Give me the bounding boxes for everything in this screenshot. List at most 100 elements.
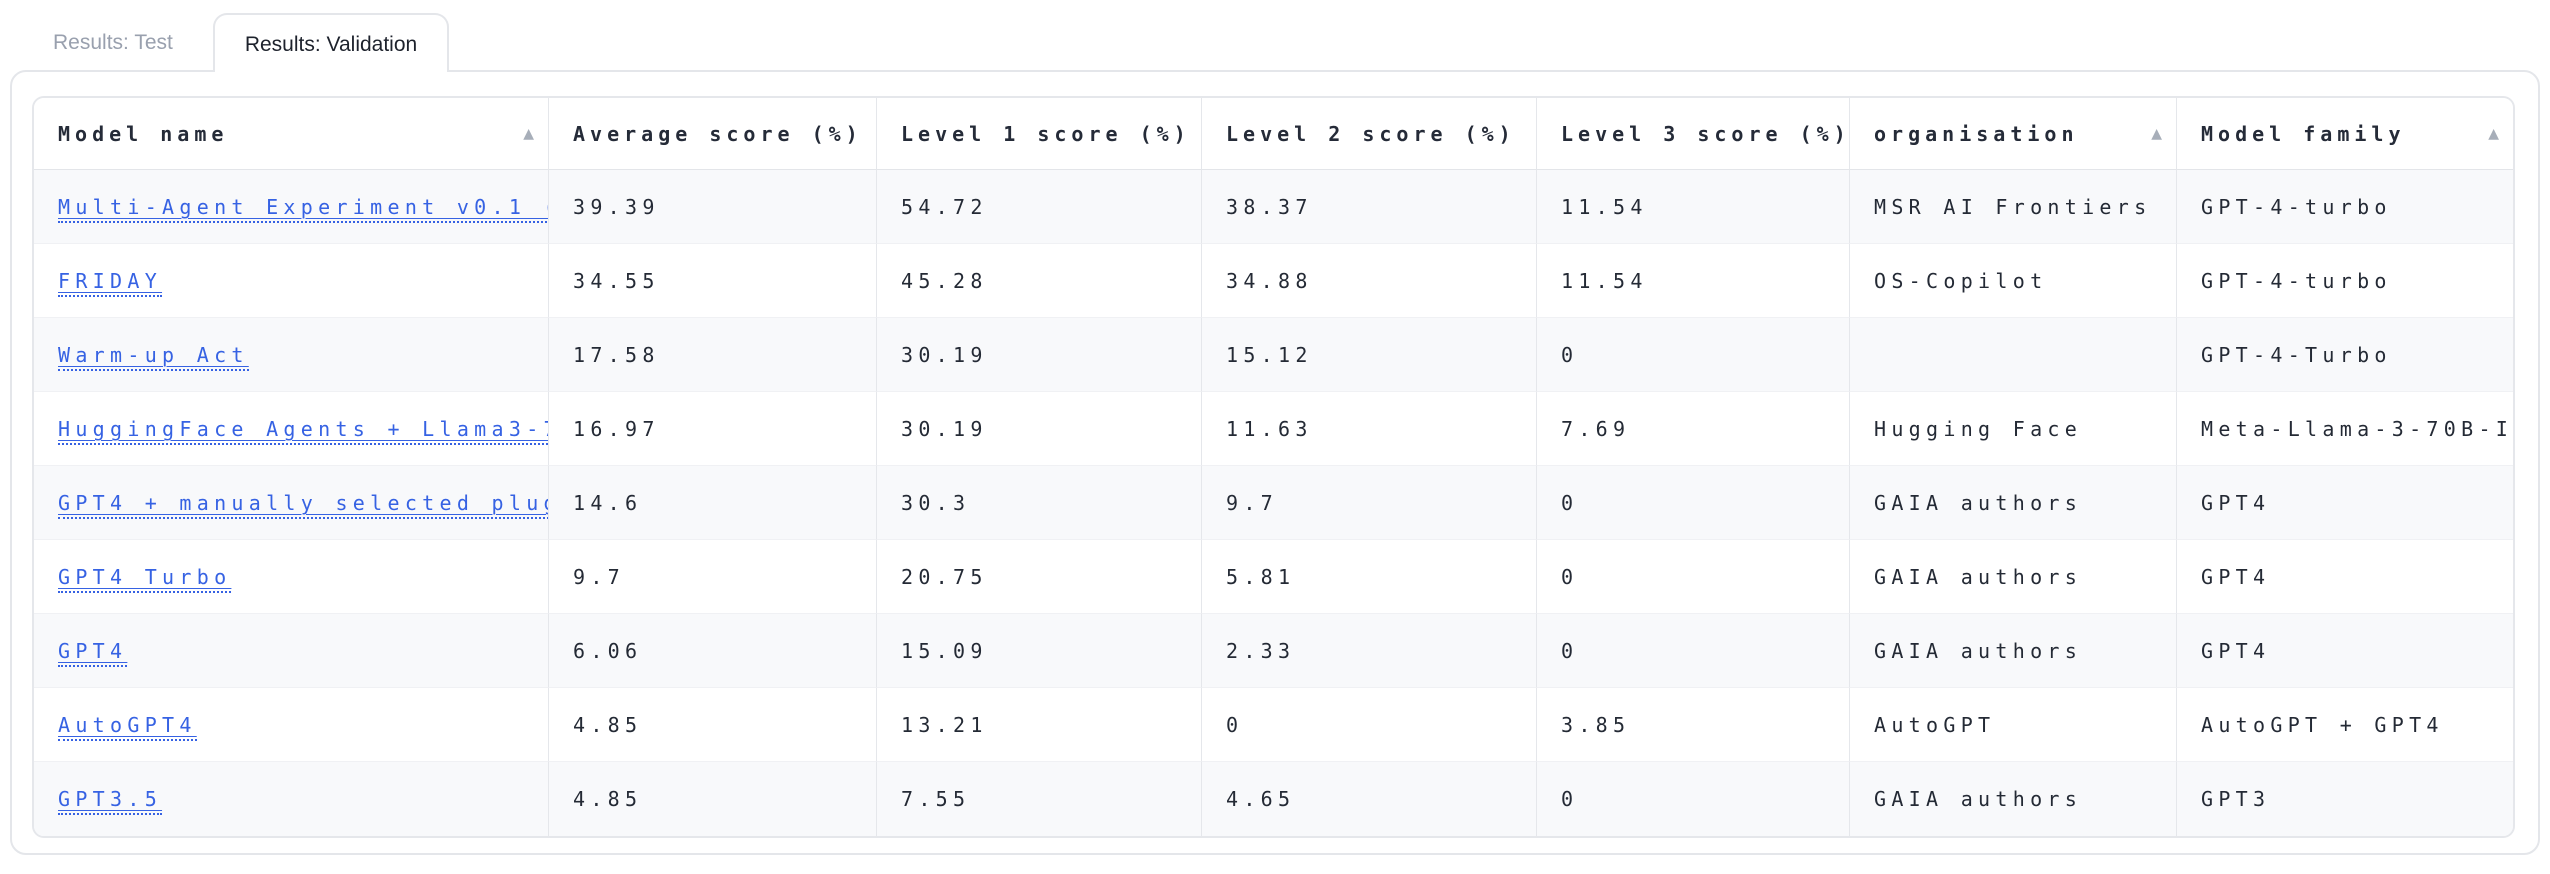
header-row: Model name ▲ Average score (%) Level 1 sc… <box>34 98 2513 170</box>
column-header-organisation[interactable]: organisation ▲ <box>1850 98 2177 170</box>
table-body: Multi-Agent Experiment v0.1 (public) 39.… <box>34 170 2513 836</box>
cell-model-family: GPT3 <box>2201 787 2271 811</box>
cell-average-score: 4.85 <box>549 688 877 762</box>
cell-organisation: AutoGPT <box>1850 688 2177 762</box>
cell-organisation: MSR AI Frontiers <box>1850 170 2177 244</box>
cell-level1-score: 45.28 <box>877 244 1202 318</box>
sort-ascending-icon[interactable]: ▲ <box>523 125 534 142</box>
cell-model-name: GPT4 Turbo <box>34 540 549 614</box>
cell-model-family: GPT-4-turbo <box>2177 244 2513 318</box>
column-label: Level 1 score (%) <box>901 121 1191 146</box>
table-row: AutoGPT4 4.85 13.21 0 3.85 AutoGPT AutoG… <box>34 688 2513 762</box>
cell-level3-score: 11.54 <box>1537 244 1850 318</box>
cell-level2-score: 15.12 <box>1202 318 1537 392</box>
model-link[interactable]: HuggingFace Agents + Llama3-70B <box>58 416 548 445</box>
column-header-level3-score[interactable]: Level 3 score (%) <box>1537 98 1850 170</box>
cell-organisation <box>1850 318 2177 392</box>
cell-average-score: 9.7 <box>549 540 877 614</box>
cell-level3-score: 7.69 <box>1537 392 1850 466</box>
cell-level1-score: 20.75 <box>877 540 1202 614</box>
sort-ascending-icon[interactable]: ▲ <box>2151 125 2162 142</box>
cell-level3-score: 0 <box>1537 540 1850 614</box>
cell-model-family: AutoGPT + GPT4 <box>2177 688 2513 762</box>
cell-level3-score: 0 <box>1537 318 1850 392</box>
table-row: HuggingFace Agents + Llama3-70B 16.97 30… <box>34 392 2513 466</box>
cell-model-name: GPT4 + manually selected plugins <box>34 466 549 540</box>
cell-model-name: GPT4 <box>34 614 549 688</box>
model-link[interactable]: GPT4 Turbo <box>58 564 232 593</box>
cell-organisation: GAIA authors <box>1850 762 2177 836</box>
column-label: Model family <box>2201 121 2406 146</box>
results-panel: Model name ▲ Average score (%) Level 1 sc… <box>10 70 2540 855</box>
cell-average-score: 14.6 <box>549 466 877 540</box>
cell-model-family: GPT-4-turbo <box>2177 170 2513 244</box>
model-link[interactable]: FRIDAY <box>58 268 163 297</box>
table-row: GPT4 + manually selected plugins 14.6 30… <box>34 466 2513 540</box>
model-link[interactable]: Multi-Agent Experiment v0.1 (public) <box>58 194 548 223</box>
cell-level1-score: 13.21 <box>877 688 1202 762</box>
cell-model-name: Multi-Agent Experiment v0.1 (public) <box>34 170 549 244</box>
leaderboard-table-container: Model name ▲ Average score (%) Level 1 sc… <box>32 96 2515 838</box>
cell-model-family: GPT-4-Turbo <box>2177 318 2513 392</box>
tab-results-validation[interactable]: Results: Validation <box>212 13 450 72</box>
leaderboard-table: Model name ▲ Average score (%) Level 1 sc… <box>34 98 2513 836</box>
cell-level1-score: 30.19 <box>877 392 1202 466</box>
tab-bar: Results: Test Results: Validation <box>10 13 450 72</box>
column-label: Model name <box>58 121 229 146</box>
cell-model-family: GPT4 <box>2177 466 2513 540</box>
cell-level3-score: 0 <box>1537 614 1850 688</box>
cell-organisation: GAIA authors <box>1850 540 2177 614</box>
cell-average-score: 17.58 <box>549 318 877 392</box>
cell-level1-score: 30.19 <box>877 318 1202 392</box>
column-header-level1-score[interactable]: Level 1 score (%) <box>877 98 1202 170</box>
cell-organisation: GAIA authors <box>1850 614 2177 688</box>
cell-model-name: HuggingFace Agents + Llama3-70B <box>34 392 549 466</box>
cell-level2-score: 9.7 <box>1202 466 1537 540</box>
cell-level3-score: 11.54 <box>1537 170 1850 244</box>
table-row: GPT4 6.06 15.09 2.33 0 GAIA authors GPT4 <box>34 614 2513 688</box>
cell-level3-score: 0 <box>1537 466 1850 540</box>
cell-organisation: Hugging Face <box>1850 392 2177 466</box>
cell-level2-score: 5.81 <box>1202 540 1537 614</box>
cell-model-name: Warm-up Act <box>34 318 549 392</box>
column-label: organisation <box>1874 121 2079 146</box>
cell-average-score: 4.85 <box>549 762 877 836</box>
cell-model-family: GPT4 <box>2177 540 2513 614</box>
column-header-model-family[interactable]: Model family ▲ <box>2177 98 2513 170</box>
cell-model-family: Meta-Llama-3-70B-Instruct <box>2177 392 2513 466</box>
model-link[interactable]: GPT3.5 <box>58 787 163 815</box>
cell-level3-score: 3.85 <box>1537 688 1850 762</box>
model-link[interactable]: AutoGPT4 <box>58 712 197 741</box>
cell-level2-score: 0 <box>1202 688 1537 762</box>
model-link[interactable]: GPT4 + manually selected plugins <box>58 490 548 519</box>
table-row: GPT4 Turbo 9.7 20.75 5.81 0 GAIA authors… <box>34 540 2513 614</box>
table-row: GPT3.5 4.85 7.55 4.65 0 GAIA authors GPT… <box>34 762 2513 836</box>
cell-level2-score: 2.33 <box>1202 614 1537 688</box>
column-label: Average score (%) <box>573 121 863 146</box>
tab-results-test[interactable]: Results: Test <box>53 13 213 72</box>
table-header: Model name ▲ Average score (%) Level 1 sc… <box>34 98 2513 170</box>
cell-model-family: GPT4 <box>2177 614 2513 688</box>
column-header-model-name[interactable]: Model name ▲ <box>34 98 549 170</box>
cell-level1-score: 30.3 <box>877 466 1202 540</box>
cell-average-score: 6.06 <box>549 614 877 688</box>
cell-level2-score: 11.63 <box>1202 392 1537 466</box>
cell-level1-score: 54.72 <box>877 170 1202 244</box>
cell-average-score: 34.55 <box>549 244 877 318</box>
sort-ascending-icon[interactable]: ▲ <box>2488 125 2499 142</box>
cell-level2-score: 34.88 <box>1202 244 1537 318</box>
model-link[interactable]: GPT4 <box>58 638 128 667</box>
table-row: Multi-Agent Experiment v0.1 (public) 39.… <box>34 170 2513 244</box>
model-link[interactable]: Warm-up Act <box>58 342 249 371</box>
column-label: Level 3 score (%) <box>1561 121 1850 146</box>
cell-model-name: AutoGPT4 <box>34 688 549 762</box>
column-header-level2-score[interactable]: Level 2 score (%) <box>1202 98 1537 170</box>
cell-model-name: GPT3.5 <box>34 762 549 836</box>
column-header-average-score[interactable]: Average score (%) <box>549 98 877 170</box>
cell-model-name: FRIDAY <box>34 244 549 318</box>
cell-level2-score: 38.37 <box>1202 170 1537 244</box>
cell-level3-score: 0 <box>1537 762 1850 836</box>
cell-organisation: GAIA authors <box>1850 466 2177 540</box>
table-row: FRIDAY 34.55 45.28 34.88 11.54 OS-Copilo… <box>34 244 2513 318</box>
column-label: Level 2 score (%) <box>1226 121 1516 146</box>
